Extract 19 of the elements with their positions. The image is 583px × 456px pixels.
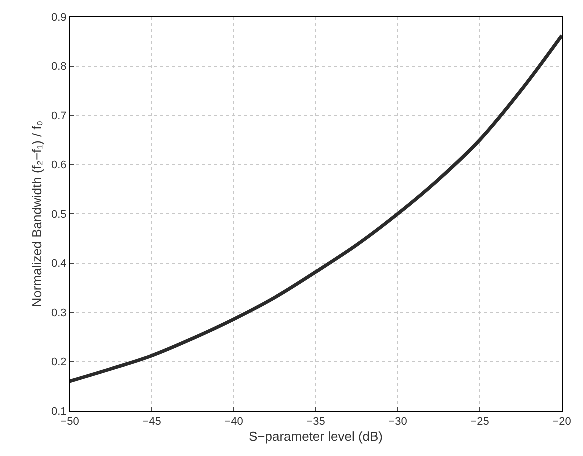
y-tick-label: 0.4 [52, 258, 67, 270]
line-series [70, 34, 562, 384]
y-tick-label: 0.2 [52, 356, 67, 369]
x-axis-title: S−parameter level (dB) [248, 428, 384, 444]
x-tick-label: −30 [388, 416, 408, 428]
y-tick-label: 0.6 [52, 160, 67, 172]
x-tick-label: −45 [142, 416, 162, 428]
x-tick-label: −25 [470, 416, 490, 428]
y-tick-label: 0.3 [52, 307, 67, 320]
y-axis-title: Normalized Bandwidth (f₂−f₁) / f₀ [29, 120, 44, 308]
y-tick-label: 0.7 [52, 110, 67, 122]
y-tick-label: 0.9 [52, 12, 67, 24]
y-tick-label: 0.5 [52, 208, 67, 221]
x-tick-label: −40 [224, 416, 244, 428]
x-tick-label: −50 [60, 416, 80, 428]
y-tick-label: 0.8 [52, 61, 67, 74]
x-tick-label: −20 [552, 416, 572, 428]
y-tick-label: 0.1 [52, 406, 67, 418]
x-tick-label: −35 [306, 416, 326, 428]
